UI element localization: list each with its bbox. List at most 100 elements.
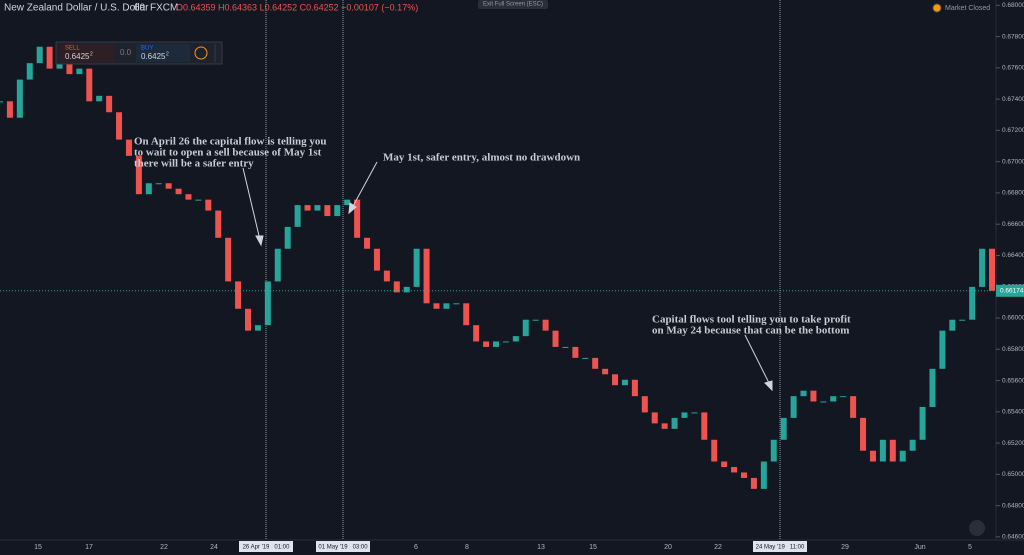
candle [532, 319, 539, 321]
candle [165, 183, 172, 189]
date-label: 6 [414, 544, 418, 551]
candle [502, 341, 509, 343]
candle [691, 412, 698, 414]
candle [939, 330, 946, 369]
candle [820, 401, 827, 403]
candle [334, 205, 341, 217]
date-box [239, 541, 293, 552]
candle [850, 396, 857, 418]
date-label: 29 [841, 544, 849, 551]
arrow-head [764, 380, 773, 392]
candle [66, 57, 73, 75]
header: New Zealand Dollar / U.S. Dollar 60 FXCM… [4, 0, 990, 14]
sell-sup[interactable]: 2 [90, 51, 93, 57]
candle [96, 95, 103, 102]
last-price-label: 0.66174 [1000, 288, 1024, 295]
arrow [242, 167, 261, 241]
candle [6, 101, 13, 118]
fullscreen-button[interactable] [478, 0, 548, 9]
candle [979, 248, 986, 287]
price-label: 0.66800 [1002, 190, 1024, 197]
candle [0, 101, 3, 103]
candle [810, 390, 817, 402]
candle [770, 439, 777, 462]
sell-price[interactable]: 0.6425 [65, 52, 90, 61]
last-price-box [996, 284, 1024, 297]
candle [929, 368, 936, 407]
candle [195, 199, 202, 201]
date-label: 26 Apr '19 01:00 [243, 545, 291, 551]
candle [116, 112, 123, 140]
candle [721, 461, 728, 467]
annotation: On April 26 the capital flow is telling … [134, 136, 327, 148]
interval: 60 [134, 3, 146, 14]
candle [175, 188, 182, 195]
annotation: May 1st, safer entry, almost no drawdown [383, 152, 580, 164]
candle [949, 319, 956, 331]
date-box [753, 541, 807, 552]
price-label: 0.65800 [1002, 346, 1024, 353]
candle [830, 396, 837, 402]
candle [125, 139, 132, 156]
date-label: 8 [465, 544, 469, 551]
date-label: 15 [589, 544, 597, 551]
candle [641, 396, 648, 413]
candle [324, 205, 331, 217]
candle [413, 248, 420, 287]
price-label: 0.65000 [1002, 471, 1024, 478]
candle [909, 439, 916, 451]
info-icon[interactable] [194, 46, 208, 60]
candle [433, 303, 440, 309]
candle [602, 368, 609, 375]
candle [86, 68, 93, 102]
date-label: 22 [160, 544, 168, 551]
date-box [316, 541, 370, 552]
candle [959, 319, 966, 321]
date-label: 15 [34, 544, 42, 551]
buy-sup[interactable]: 2 [166, 51, 169, 57]
price-label: 0.64600 [1002, 534, 1024, 541]
date-label: 24 [210, 544, 218, 551]
candle [185, 194, 192, 200]
price-label: 0.65400 [1002, 409, 1024, 416]
sell-label[interactable]: SELL [65, 46, 80, 52]
candle [522, 319, 529, 337]
candle [661, 423, 668, 429]
date-label: Jun [914, 544, 925, 551]
candle [473, 325, 480, 342]
candle [542, 319, 549, 331]
candle [443, 303, 450, 309]
symbol: New Zealand Dollar / U.S. Dollar [4, 3, 149, 14]
candle [145, 183, 152, 195]
candle [840, 396, 847, 398]
date-label: 5 [968, 544, 972, 551]
candle [889, 439, 896, 462]
candle [701, 412, 708, 440]
candle [621, 379, 628, 386]
candle [354, 199, 361, 238]
price-label: 0.67400 [1002, 96, 1024, 103]
candle [76, 68, 83, 75]
candle [493, 341, 499, 347]
candle [681, 412, 688, 418]
price-label: 0.67000 [1002, 158, 1024, 165]
buy-label[interactable]: BUY [141, 46, 153, 52]
candle [969, 286, 976, 320]
date-label: 20 [664, 544, 672, 551]
scroll-button[interactable] [969, 520, 985, 536]
buy-price[interactable]: 0.6425 [141, 52, 166, 61]
candle [46, 46, 53, 69]
candle [344, 199, 351, 206]
buy-button[interactable] [136, 44, 190, 62]
candle [393, 281, 400, 293]
fullscreen-label[interactable]: Exit Full Screen (ESC) [483, 2, 543, 8]
candle [731, 466, 738, 473]
candle [512, 336, 519, 342]
candle [879, 439, 886, 462]
sell-button[interactable] [60, 44, 114, 62]
price-label: 0.64800 [1002, 502, 1024, 509]
arrows [242, 161, 773, 392]
candle [750, 477, 757, 489]
candle [284, 226, 291, 249]
